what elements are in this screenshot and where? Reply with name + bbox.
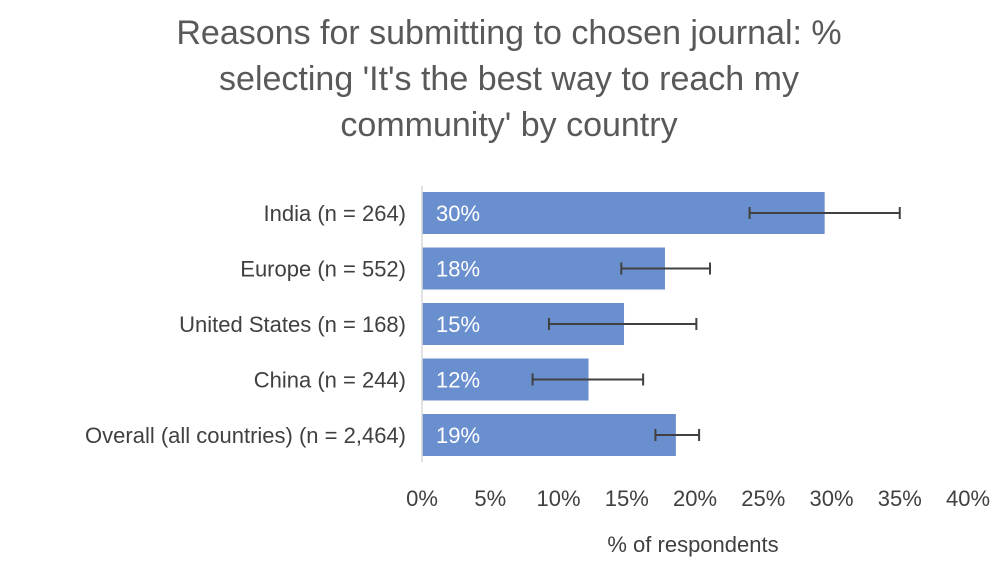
error-bar	[531, 373, 645, 386]
category-label: India (n = 264)	[264, 201, 406, 226]
data-label: 19%	[436, 423, 480, 448]
category-label: United States (n = 168)	[179, 312, 406, 337]
error-bar	[547, 318, 698, 330]
data-label: 12%	[436, 368, 480, 393]
chart-title-line: community' by country	[340, 106, 677, 144]
x-tick-label: 10%	[536, 486, 580, 511]
category-labels: India (n = 264) Europe (n = 552) United St…	[85, 201, 406, 448]
data-label: 15%	[436, 312, 480, 337]
data-label: 30%	[436, 201, 480, 226]
category-label: China (n = 244)	[254, 368, 406, 393]
x-axis-ticks: 0% 5% 10% 15% 20% 25% 30% 35% 40%	[406, 486, 990, 511]
error-bar	[620, 262, 712, 275]
data-labels: 30% 18% 15% 12% 19%	[436, 201, 480, 448]
category-label: Europe (n = 552)	[240, 257, 406, 282]
chart-title-line: selecting 'It's the best way to reach my	[219, 60, 799, 98]
x-tick-label: 15%	[605, 486, 649, 511]
x-tick-label: 30%	[809, 486, 853, 511]
data-label: 18%	[436, 257, 480, 282]
x-tick-label: 35%	[878, 486, 922, 511]
chart-title: Reasons for submitting to chosen journal…	[176, 14, 841, 144]
x-tick-label: 20%	[673, 486, 717, 511]
x-tick-label: 5%	[474, 486, 506, 511]
x-tick-label: 25%	[741, 486, 785, 511]
chart-title-line: Reasons for submitting to chosen journal…	[176, 14, 841, 52]
x-axis-title: % of respondents	[607, 532, 778, 557]
error-bar	[748, 207, 901, 219]
category-label: Overall (all countries) (n = 2,464)	[85, 423, 406, 448]
x-tick-label: 0%	[406, 486, 438, 511]
bar	[422, 414, 676, 456]
error-bar	[654, 429, 701, 441]
x-tick-label: 40%	[946, 486, 990, 511]
error-bars	[531, 207, 901, 441]
